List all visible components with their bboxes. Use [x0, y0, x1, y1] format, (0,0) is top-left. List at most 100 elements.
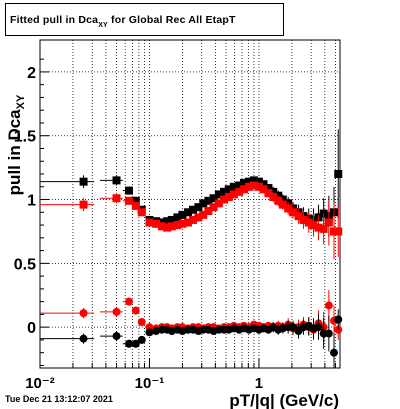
x-axis-label: pT/|q| (GeV/c): [229, 391, 339, 409]
data-point: [194, 213, 203, 222]
data-point: [334, 227, 343, 236]
grid-lines: [39, 40, 340, 368]
data-point: [167, 215, 176, 224]
data-point: [79, 200, 88, 209]
data-point: [79, 177, 88, 186]
y-tick-label: 0.5: [14, 256, 36, 273]
data-point: [214, 199, 223, 208]
data-point: [214, 190, 223, 199]
data-point: [124, 339, 133, 348]
title-suffix: for Global Rec All EtapT: [107, 14, 236, 26]
data-point: [163, 223, 172, 232]
data-point: [152, 219, 161, 228]
axes: 0 0.5 1 1.5 2 10⁻² 10⁻¹ 1: [14, 58, 336, 392]
data-point: [224, 192, 233, 201]
data-point: [324, 329, 333, 338]
data-point: [194, 203, 203, 212]
data-point: [79, 309, 88, 318]
data-point: [204, 196, 213, 205]
data-point: [235, 187, 244, 196]
data-point: [131, 201, 140, 210]
data-point: [229, 190, 238, 199]
data-point: [239, 178, 248, 187]
data-point: [309, 221, 318, 230]
y-tick-label: 1: [27, 193, 36, 210]
series-3: [40, 309, 343, 368]
x-tick-label: 1: [255, 375, 263, 392]
y-axis-label-main: pull in Dca: [5, 109, 24, 196]
data-point: [199, 199, 208, 208]
data-point: [264, 189, 273, 198]
data-point: [137, 335, 146, 344]
chart-title: Fitted pull in DcaXY for Global Rec All …: [10, 14, 236, 29]
data-point: [204, 207, 213, 216]
data-point: [209, 203, 218, 212]
data-point: [259, 185, 268, 194]
data-point: [209, 194, 218, 203]
data-point: [304, 218, 313, 227]
data-point: [244, 177, 253, 186]
data-point: [254, 177, 263, 186]
data-point: [220, 195, 229, 204]
data-point: [131, 306, 140, 315]
timestamp: Tue Dec 21 13:12:07 2021: [5, 394, 113, 404]
data-point: [184, 218, 193, 227]
x-tick-label: 10⁻¹: [135, 375, 165, 392]
data-point: [189, 215, 198, 224]
data-point: [163, 217, 172, 226]
data-point: [264, 184, 273, 193]
y-axis-label-subscript: XY: [15, 94, 27, 109]
data-point: [145, 328, 154, 337]
x-tick-label: 10⁻²: [25, 375, 55, 392]
data-series: [40, 129, 343, 368]
data-point: [178, 219, 187, 228]
data-point: [239, 185, 248, 194]
data-point: [189, 205, 198, 214]
data-point: [324, 301, 333, 310]
data-point: [173, 221, 182, 230]
data-point: [124, 186, 133, 195]
data-point: [79, 334, 88, 343]
data-point: [278, 200, 287, 209]
data-point: [334, 315, 343, 324]
plot-frame: [39, 39, 341, 369]
title-prefix: Fitted pull in Dca: [10, 14, 99, 26]
data-point: [289, 208, 298, 217]
y-axis-label: pull in DcaXY: [5, 94, 27, 195]
data-point: [137, 208, 146, 217]
data-point: [244, 182, 253, 191]
data-point: [224, 185, 233, 194]
data-point: [324, 218, 333, 227]
data-point: [284, 204, 293, 213]
data-point: [249, 181, 258, 190]
data-point: [274, 196, 283, 205]
data-point: [334, 170, 343, 179]
series-1: [40, 181, 343, 260]
data-point: [137, 318, 146, 327]
title-subscript: XY: [98, 22, 108, 29]
data-point: [112, 194, 121, 203]
y-tick-label: 1.5: [14, 129, 36, 146]
data-point: [157, 222, 166, 231]
data-point: [229, 182, 238, 191]
data-point: [269, 192, 278, 201]
data-point: [112, 332, 121, 341]
data-point: [330, 227, 339, 236]
data-point: [299, 215, 308, 224]
y-tick-label: 2: [27, 65, 36, 82]
data-point: [131, 196, 140, 205]
data-point: [199, 210, 208, 219]
data-point: [145, 218, 154, 227]
data-point: [167, 222, 176, 231]
data-point: [314, 323, 323, 332]
data-point: [131, 339, 140, 348]
data-point: [112, 307, 121, 316]
data-point: [124, 196, 133, 205]
data-point: [124, 297, 133, 306]
data-point: [254, 182, 263, 191]
data-point: [178, 210, 187, 219]
y-tick-label: 0: [27, 320, 36, 337]
data-point: [235, 181, 244, 190]
data-point: [112, 176, 121, 185]
